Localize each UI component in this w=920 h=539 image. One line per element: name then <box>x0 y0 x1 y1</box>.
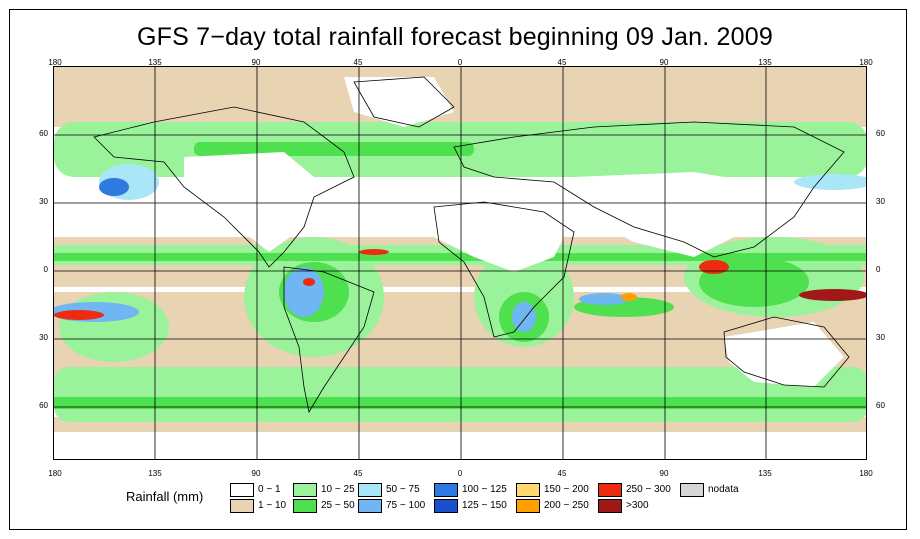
legend-swatch <box>680 483 704 497</box>
lon-label-bottom: 45 <box>353 469 363 478</box>
legend-label: >300 <box>626 500 649 511</box>
lon-label-top: 90 <box>251 58 261 67</box>
legend-swatch <box>434 499 458 513</box>
lon-label-bottom: 90 <box>659 469 669 478</box>
lon-label-bottom: 180 <box>859 469 873 478</box>
legend-label: 25 − 50 <box>321 500 355 511</box>
rainfall-extreme-zones <box>54 249 866 320</box>
coastlines <box>93 76 850 414</box>
legend-swatch <box>293 499 317 513</box>
legend-label: 1 − 10 <box>258 500 287 511</box>
lon-label-top: 180 <box>859 58 873 67</box>
rainfall-map-canvas <box>54 67 866 459</box>
legend-swatch <box>293 483 317 497</box>
lat-label-right: 30 <box>876 333 885 342</box>
legend-label: nodata <box>708 484 739 495</box>
map-title: GFS 7−day total rainfall forecast beginn… <box>137 23 773 51</box>
lat-label-left: 30 <box>39 197 48 206</box>
legend-label: 250 − 300 <box>626 484 671 495</box>
lon-label-top: 45 <box>353 58 363 67</box>
legend-swatch <box>598 483 622 497</box>
legend-label: 0 − 1 <box>258 484 281 495</box>
legend-label: 150 − 200 <box>544 484 589 495</box>
lon-label-top: 45 <box>557 58 567 67</box>
legend-swatch <box>358 499 382 513</box>
lon-label-top: 135 <box>758 58 772 67</box>
lon-label-bottom: 180 <box>48 469 62 478</box>
legend-label: 50 − 75 <box>386 484 420 495</box>
legend-swatch <box>230 483 254 497</box>
graticule <box>54 67 866 459</box>
legend-swatch <box>358 483 382 497</box>
lon-label-top: 180 <box>48 58 62 67</box>
legend-label: 100 − 125 <box>462 484 507 495</box>
legend-title: Rainfall (mm) <box>126 489 204 504</box>
lat-label-left: 0 <box>43 265 48 274</box>
lat-label-left: 60 <box>39 401 48 410</box>
legend-label: 10 − 25 <box>321 484 355 495</box>
lon-label-bottom: 45 <box>557 469 567 478</box>
rainfall-heavy-zones <box>54 164 866 332</box>
legend-label: 125 − 150 <box>462 500 507 511</box>
legend-swatch <box>516 499 540 513</box>
lat-label-right: 30 <box>876 197 885 206</box>
lon-label-bottom: 135 <box>148 469 162 478</box>
lat-label-right: 0 <box>876 265 881 274</box>
lat-label-left: 60 <box>39 129 48 138</box>
legend-swatch <box>516 483 540 497</box>
lat-label-right: 60 <box>876 129 885 138</box>
legend-swatch <box>434 483 458 497</box>
lat-label-left: 30 <box>39 333 48 342</box>
lat-label-right: 60 <box>876 401 885 410</box>
lon-label-top: 0 <box>457 58 463 67</box>
lon-label-top: 135 <box>148 58 162 67</box>
lon-label-top: 90 <box>659 58 669 67</box>
legend-label: 75 − 100 <box>386 500 426 511</box>
lon-label-bottom: 135 <box>758 469 772 478</box>
legend-swatch <box>230 499 254 513</box>
rainfall-map <box>53 66 867 460</box>
lon-label-bottom: 0 <box>457 469 463 478</box>
lon-label-bottom: 90 <box>251 469 261 478</box>
legend-swatch <box>598 499 622 513</box>
legend-label: 200 − 250 <box>544 500 589 511</box>
figure-frame <box>9 9 907 530</box>
